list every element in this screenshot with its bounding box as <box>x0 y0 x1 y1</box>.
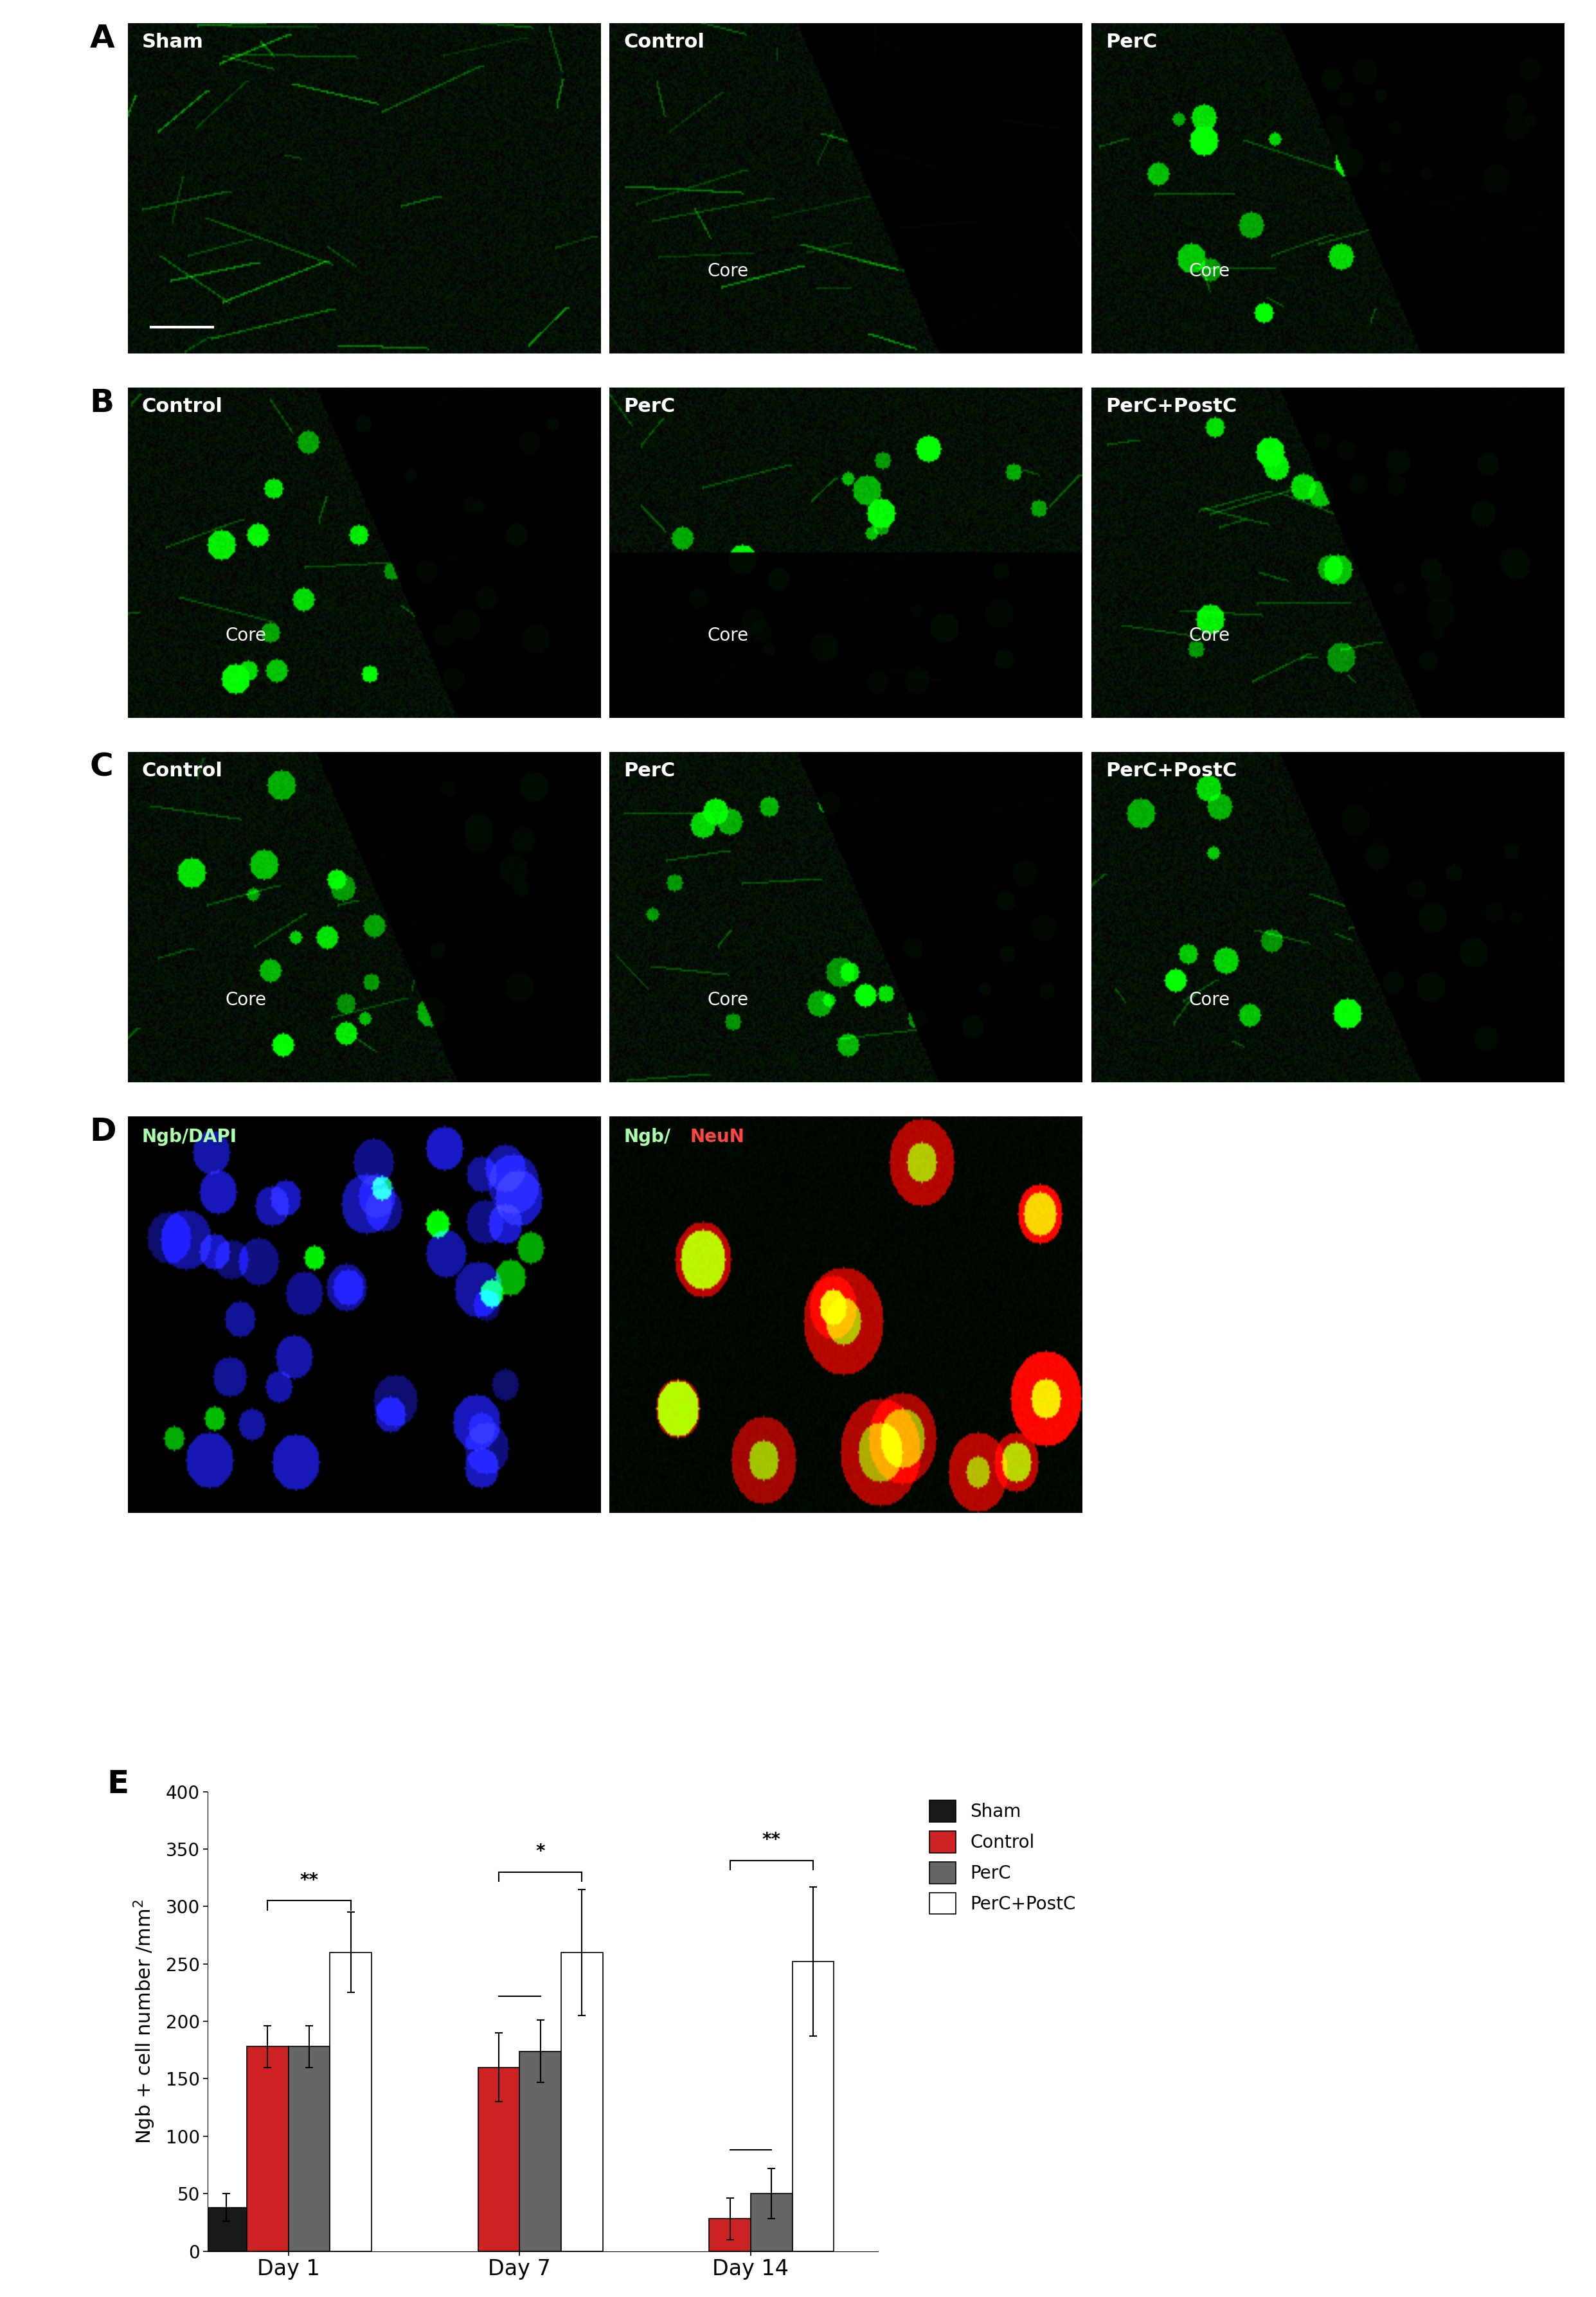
Bar <box>562 1952 603 2251</box>
Text: Ngb/: Ngb/ <box>624 1128 670 1146</box>
Bar <box>792 1962 833 2251</box>
Text: Sham: Sham <box>142 32 203 51</box>
Text: Control: Control <box>142 763 223 781</box>
Text: *: * <box>536 1842 544 1861</box>
Text: PerC: PerC <box>624 763 675 781</box>
Text: Core: Core <box>1189 627 1231 645</box>
Bar <box>330 1952 372 2251</box>
Text: Core: Core <box>225 990 267 1008</box>
Bar <box>750 2194 792 2251</box>
Text: Core: Core <box>707 262 749 280</box>
Text: Ngb/DAPI: Ngb/DAPI <box>142 1128 236 1146</box>
Text: PerC: PerC <box>1106 32 1157 51</box>
Text: NeuN: NeuN <box>689 1128 744 1146</box>
Bar <box>520 2051 562 2251</box>
Bar <box>477 2067 520 2251</box>
Text: A: A <box>89 23 115 53</box>
Text: Core: Core <box>1189 262 1231 280</box>
Text: **: ** <box>763 1831 780 1849</box>
Text: Control: Control <box>624 32 705 51</box>
Text: B: B <box>89 388 115 418</box>
Text: Core: Core <box>707 627 749 645</box>
Text: Core: Core <box>1189 990 1231 1008</box>
Bar <box>289 2047 330 2251</box>
Text: Control: Control <box>142 397 223 416</box>
Text: E: E <box>107 1769 129 1799</box>
Text: **: ** <box>300 1872 319 1888</box>
Y-axis label: Ngb + cell number /mm$^2$: Ngb + cell number /mm$^2$ <box>132 1900 156 2143</box>
Bar <box>206 2207 247 2251</box>
Text: D: D <box>89 1116 117 1146</box>
Text: Core: Core <box>225 627 267 645</box>
Text: C: C <box>89 751 113 783</box>
Legend: Sham, Control, PerC, PerC+PostC: Sham, Control, PerC, PerC+PostC <box>921 1792 1085 1923</box>
Text: PerC+PostC: PerC+PostC <box>1106 763 1237 781</box>
Text: PerC+PostC: PerC+PostC <box>1106 397 1237 416</box>
Text: Core: Core <box>707 990 749 1008</box>
Text: PerC: PerC <box>624 397 675 416</box>
Bar <box>247 2047 289 2251</box>
Bar <box>709 2219 750 2251</box>
